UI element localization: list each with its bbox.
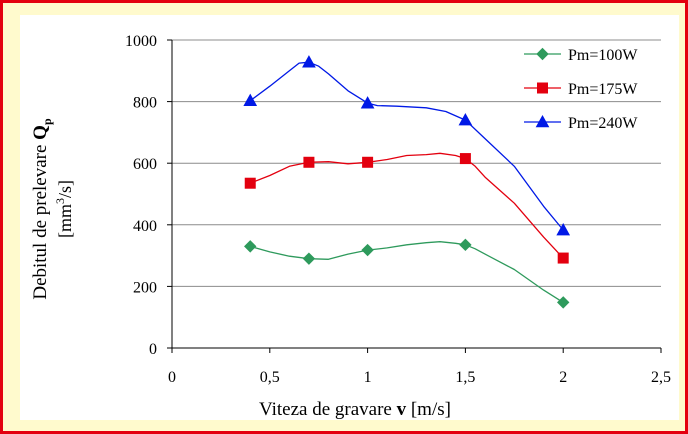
series-lines xyxy=(249,61,564,303)
chart-panel: 0 200 400 600 800 1000 0 0,5 1 1,5 2 2,5 Viteza de … xyxy=(20,15,679,420)
data-point xyxy=(557,252,569,264)
legend-label: Pm=175W xyxy=(568,81,638,98)
data-point xyxy=(302,55,316,68)
y-axis-label-unit-a: [mm xyxy=(55,204,75,238)
chart-svg: 0 200 400 600 800 1000 0 0,5 1 1,5 2 2,5 Viteza de … xyxy=(30,33,671,420)
x-tick-label: 2 xyxy=(559,369,567,386)
y-axis-label-unit-sup: 3 xyxy=(53,198,67,204)
grid-lines xyxy=(172,39,661,287)
series-line xyxy=(250,241,564,303)
y-axis-label-unit-b: /s] xyxy=(55,180,75,198)
y-axis-label-subscript: p xyxy=(40,118,54,125)
y-axis-label-prefix: Debitul de prelevare xyxy=(30,140,51,300)
y-axis-label-bold: Q xyxy=(30,125,51,140)
y-tick-label: 200 xyxy=(133,279,157,296)
axes xyxy=(167,39,662,353)
x-tick-label: 1 xyxy=(364,369,372,386)
y-axis-label-line2: [mm3/s] xyxy=(53,180,75,238)
y-tick-label: 400 xyxy=(133,218,157,235)
x-tick-label: 0 xyxy=(168,369,176,386)
x-tick-label: 1,5 xyxy=(455,369,475,386)
data-point xyxy=(244,177,256,189)
legend-label: Pm=240W xyxy=(568,115,638,132)
data-point xyxy=(302,252,316,265)
legend-marker xyxy=(535,114,550,128)
data-point xyxy=(303,156,315,168)
x-axis-label-suffix: [m/s] xyxy=(406,399,451,420)
data-point xyxy=(458,113,473,126)
data-point xyxy=(360,96,375,109)
legend-marker xyxy=(536,47,549,61)
series-markers xyxy=(243,55,571,309)
legend-marker xyxy=(537,82,548,94)
y-tick-label: 0 xyxy=(149,341,157,358)
x-tick-label: 2,5 xyxy=(651,369,671,386)
x-tick-label: 0,5 xyxy=(260,369,280,386)
data-point xyxy=(362,156,374,168)
data-point xyxy=(243,93,258,106)
legend: Pm=100W Pm=175W Pm=240W xyxy=(524,47,638,132)
data-point xyxy=(361,243,374,257)
x-axis-label: Viteza de gravare v [m/s] xyxy=(259,399,451,420)
y-tick-label: 800 xyxy=(133,95,157,112)
legend-label: Pm=100W xyxy=(568,47,638,64)
data-point xyxy=(459,238,472,252)
data-point xyxy=(459,153,471,165)
y-tick-label: 1000 xyxy=(125,33,157,50)
x-axis-label-bold: v xyxy=(397,399,407,420)
data-point xyxy=(244,240,257,253)
x-axis-label-prefix: Viteza de gravare xyxy=(259,399,397,420)
data-point xyxy=(556,223,571,236)
series-line xyxy=(249,61,564,231)
y-axis-label-line1: Debitul de prelevare Qp xyxy=(30,118,54,300)
y-tick-label: 600 xyxy=(133,156,157,173)
tick-labels: 0 200 400 600 800 1000 0 0,5 1 1,5 2 2,5 xyxy=(125,33,671,386)
data-point xyxy=(556,296,570,309)
